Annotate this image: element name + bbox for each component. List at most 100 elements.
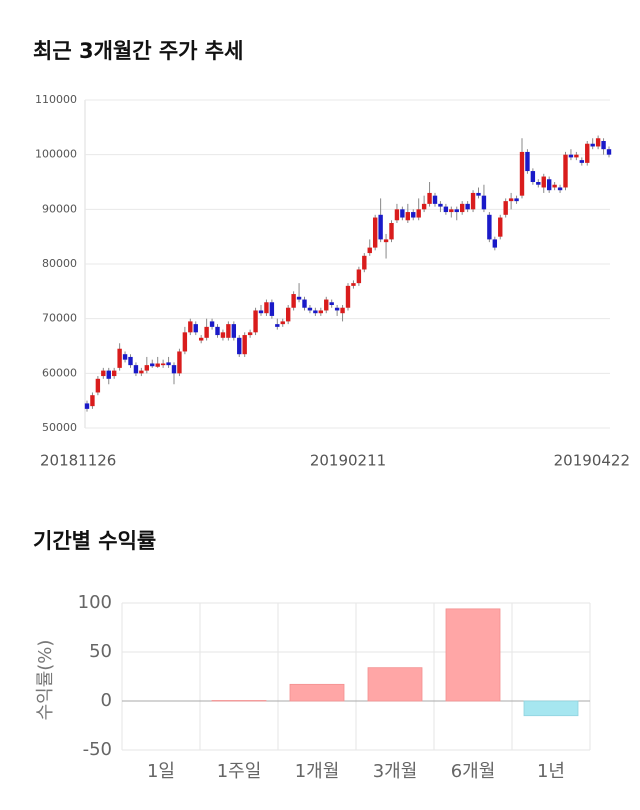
candle-body <box>177 351 182 374</box>
candle-body <box>226 324 231 338</box>
candle-body <box>503 201 508 215</box>
y-tick-label: 110000 <box>35 93 77 106</box>
y-tick-label: 100 <box>78 592 112 613</box>
candle-body <box>90 395 95 407</box>
candle-body <box>454 209 459 213</box>
candle-body <box>487 214 492 240</box>
x-tick-label: 3개월 <box>373 761 418 782</box>
candle-body <box>541 176 546 188</box>
candle-body <box>590 143 595 147</box>
candle-body <box>144 365 150 371</box>
y-tick-label: 60000 <box>42 366 77 379</box>
candle-body <box>285 307 291 322</box>
y-tick-label: 0 <box>101 690 112 711</box>
bar <box>445 608 501 702</box>
candle-body <box>220 332 226 338</box>
candle-body <box>237 337 242 355</box>
candle-body <box>182 332 188 352</box>
candle-body <box>514 198 519 202</box>
candle-body <box>405 212 411 221</box>
candle-body <box>302 299 307 308</box>
x-tick-label: 20181126 <box>40 452 116 470</box>
candle-body <box>606 149 612 155</box>
y-tick-label: 100000 <box>35 148 77 161</box>
chart-title: 최근 3개월간 주가 추세 <box>33 39 243 63</box>
candle-body <box>280 321 285 325</box>
candle-body <box>465 203 470 210</box>
candle-body <box>449 209 454 213</box>
candle-body <box>508 198 514 202</box>
candle-body <box>334 307 340 311</box>
x-tick-label: 6개월 <box>451 761 496 782</box>
y-tick-label: 70000 <box>42 312 77 325</box>
candle-body <box>438 203 443 207</box>
candle-body <box>291 294 296 308</box>
candle-body <box>557 187 563 191</box>
candle-body <box>209 321 215 327</box>
bar <box>289 683 345 702</box>
candle-body <box>416 209 421 218</box>
candle-body <box>345 285 351 308</box>
bar <box>367 667 423 702</box>
candle-body <box>362 255 367 270</box>
candle-body <box>356 269 362 284</box>
candle-body <box>307 307 313 311</box>
candle-body <box>258 310 264 314</box>
candle-body <box>519 151 525 196</box>
candle-body <box>389 223 394 240</box>
candle-body <box>253 310 258 333</box>
candle-body <box>171 365 177 374</box>
candle-body <box>139 370 144 374</box>
candle-body <box>155 363 160 367</box>
candle-body <box>198 337 204 341</box>
candle-body <box>421 203 427 210</box>
candle-body <box>275 324 280 327</box>
candle-body <box>242 335 247 355</box>
y-tick-label: 50 <box>89 641 112 662</box>
candle-body <box>111 370 117 377</box>
candle-body <box>443 206 449 213</box>
candle-body <box>193 324 198 333</box>
y-tick-label: -50 <box>83 739 112 760</box>
candle-body <box>383 239 389 243</box>
candle-body <box>546 179 552 191</box>
candle-body <box>247 332 253 336</box>
candle-body <box>351 283 356 286</box>
x-tick-label: 20190422 <box>554 452 630 470</box>
candle-body <box>595 138 601 147</box>
x-tick-label: 1주일 <box>217 761 262 782</box>
candle-body <box>530 171 536 182</box>
candle-body <box>492 239 498 248</box>
candle-body <box>476 192 481 196</box>
candle-body <box>329 302 334 305</box>
candle-body <box>585 143 590 163</box>
y-tick-label: 50000 <box>42 421 77 434</box>
y-axis-label: 수익률(%) <box>35 640 56 721</box>
candle-body <box>432 195 438 204</box>
candle-body <box>296 296 302 300</box>
candle-body <box>188 321 193 333</box>
candle-body <box>400 209 405 218</box>
candle-body <box>536 182 541 185</box>
candle-body <box>574 154 579 158</box>
candle-body <box>411 212 416 218</box>
candle-body <box>106 370 111 379</box>
candle-body <box>204 326 209 338</box>
candle-body <box>117 348 122 368</box>
candle-body <box>563 154 568 188</box>
candle-body <box>481 195 487 210</box>
candle-body <box>459 203 465 213</box>
candle-body <box>579 160 585 163</box>
candle-body <box>166 362 171 366</box>
candle-body <box>601 141 606 150</box>
candle-body <box>84 403 90 409</box>
candle-body <box>231 324 237 338</box>
candle-body <box>498 217 503 237</box>
candle-body <box>552 184 557 188</box>
x-tick-label: 1일 <box>147 761 175 782</box>
candle-body <box>101 370 106 377</box>
candle-body <box>215 326 220 336</box>
candle-body <box>372 217 378 248</box>
candle-body <box>150 363 155 367</box>
